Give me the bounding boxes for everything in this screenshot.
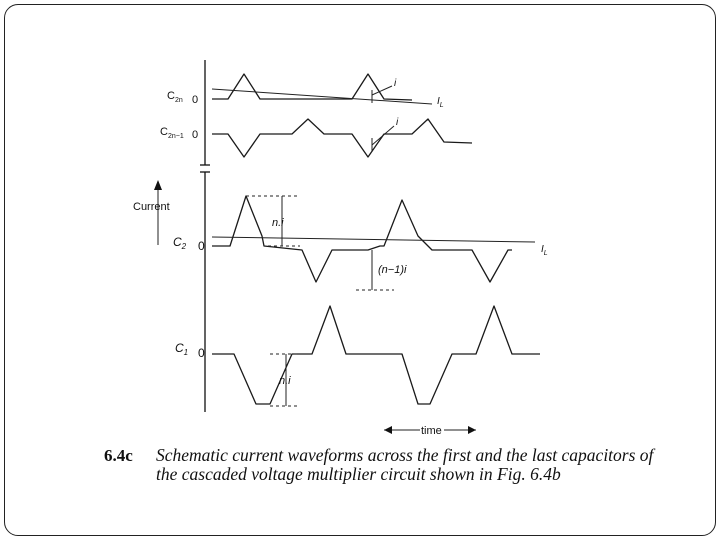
label-il-c2: IL [541,244,548,257]
c2-waveform [212,195,512,283]
label-ni-bottom: n.i [279,375,291,387]
zero-c2: 0 [198,239,205,253]
c2n1-i-leader [371,125,395,146]
label-c2n1: C2n−1 [160,126,184,140]
zero-c1: 0 [198,346,205,360]
zero-c2n: 0 [192,94,198,106]
slide-frame [4,4,716,536]
c2n-load-line [211,88,433,105]
label-il-top: IL [437,96,444,109]
label-time: time [421,425,442,437]
c1-waveform [212,305,540,405]
label-i-c2n1: i [396,117,399,128]
c2n-i-leader [371,85,393,96]
c2n-waveform [212,73,413,101]
time-arrow-left-head [384,426,392,434]
time-arrow-right-head [468,426,476,434]
c2-load-line [211,236,536,243]
label-ni-top: n.i [272,217,284,229]
c2n1-waveform [212,118,473,158]
figure-number: 6.4c [104,446,133,465]
label-c2n: C2n [167,90,183,104]
label-c2: C2 [173,235,187,251]
label-current: Current [133,201,170,213]
current-arrow-head [154,180,162,190]
label-c1: C1 [175,341,188,357]
caption-text: Schematic current waveforms across the f… [156,445,654,484]
label-i-c2n: i [394,78,397,89]
zero-c2n1: 0 [192,129,198,141]
label-n1i: (n−1)i [378,264,407,276]
